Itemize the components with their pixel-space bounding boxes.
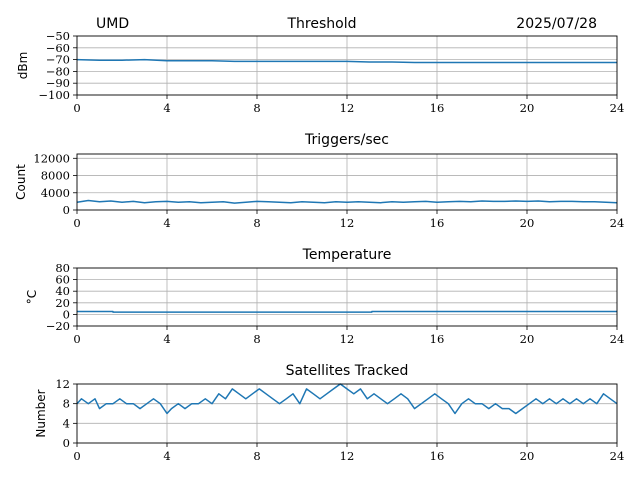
temperature-xtick-label-4: 16 [430,332,445,346]
temperature-ytick-label-3: 40 [55,284,70,298]
satellites-ytick-label-0: 0 [63,436,70,450]
satellites-xtick-label-4: 16 [430,449,445,463]
threshold-ytick-label-2: −80 [46,64,70,78]
triggers-ytick-label-3: 12000 [33,151,70,165]
header-date-label: 2025/07/28 [516,16,597,32]
triggers-series-line [76,199,618,204]
temperature-ylabel: °C [25,290,39,304]
satellites-series-line [76,383,618,415]
temperature-xtick-label-1: 4 [163,332,170,346]
temperature-title: Temperature [302,247,392,263]
threshold-ytick-label-3: −70 [46,53,70,67]
satellites-xtick-label-3: 12 [340,449,355,463]
subplot-panels: 0 4 8 12 16 20 24 −100−90−80−70−60−50 Threshold d… [14,16,624,463]
triggers-xtick-label-6: 24 [610,216,625,230]
satellites-ytick-label-3: 12 [55,377,70,391]
satellites-xtick-label-6: 24 [610,449,625,463]
satellites-panel: 0 4 8 12 16 20 24 0 4 8 12 Satellites Tracked Number [34,363,624,463]
triggers-ytick-label-0: 0 [63,203,70,217]
satellites-ytick-label-1: 4 [63,416,70,430]
threshold-xtick-label-2: 8 [253,101,260,115]
threshold-xtick-label-3: 12 [340,101,355,115]
triggers-ytick-label-1: 4000 [41,186,70,200]
threshold-ytick-label-4: −60 [46,41,70,55]
header-station-label: UMD [96,16,129,32]
threshold-ylabel: dBm [16,52,30,80]
threshold-xtick-label-1: 4 [163,101,170,115]
satellites-ytick-label-2: 8 [63,397,70,411]
triggers-title: Triggers/sec [304,132,389,148]
threshold-title: Threshold [287,16,357,32]
satellites-ylabel: Number [34,389,48,437]
threshold-ytick-label-0: −100 [38,88,70,102]
temperature-xtick-label-5: 20 [520,332,535,346]
temperature-xtick-label-0: 0 [73,332,80,346]
temperature-xtick-label-3: 12 [340,332,355,346]
threshold-xtick-label-4: 16 [430,101,445,115]
temperature-series-line [77,310,617,313]
threshold-ytick-label-5: −50 [46,29,70,43]
threshold-xtick-label-5: 20 [520,101,535,115]
satellites-xtick-label-5: 20 [520,449,535,463]
threshold-xtick-label-0: 0 [73,101,80,115]
threshold-series-line [76,58,617,64]
triggers-xtick-label-2: 8 [253,216,260,230]
threshold-xtick-label-6: 24 [610,101,625,115]
satellites-xtick-label-2: 8 [253,449,260,463]
triggers-xtick-label-0: 0 [73,216,80,230]
temperature-ytick-label-0: −20 [46,319,70,333]
triggers-ytick-label-2: 8000 [41,169,70,183]
triggers-xtick-label-5: 20 [520,216,535,230]
satellites-xtick-label-1: 4 [163,449,170,463]
temperature-ytick-label-5: 80 [55,261,70,275]
threshold-panel: 0 4 8 12 16 20 24 −100−90−80−70−60−50 Threshold d… [16,16,624,115]
triggers-panel: 0 4 8 12 16 20 24 0 4000 8000 12000 Triggers/sec Cou… [14,132,624,230]
triggers-ylabel: Count [14,164,28,200]
satellites-xtick-label-0: 0 [73,449,80,463]
triggers-xtick-label-3: 12 [340,216,355,230]
satellites-title: Satellites Tracked [286,363,409,379]
temperature-ytick-label-4: 60 [55,273,70,287]
triggers-xtick-label-4: 16 [430,216,445,230]
threshold-ytick-label-1: −90 [46,76,70,90]
temperature-ytick-label-1: 0 [63,307,70,321]
temperature-ytick-label-2: 20 [55,296,70,310]
temperature-xtick-label-6: 24 [610,332,625,346]
triggers-xtick-label-1: 4 [163,216,170,230]
temperature-xtick-label-2: 8 [253,332,260,346]
